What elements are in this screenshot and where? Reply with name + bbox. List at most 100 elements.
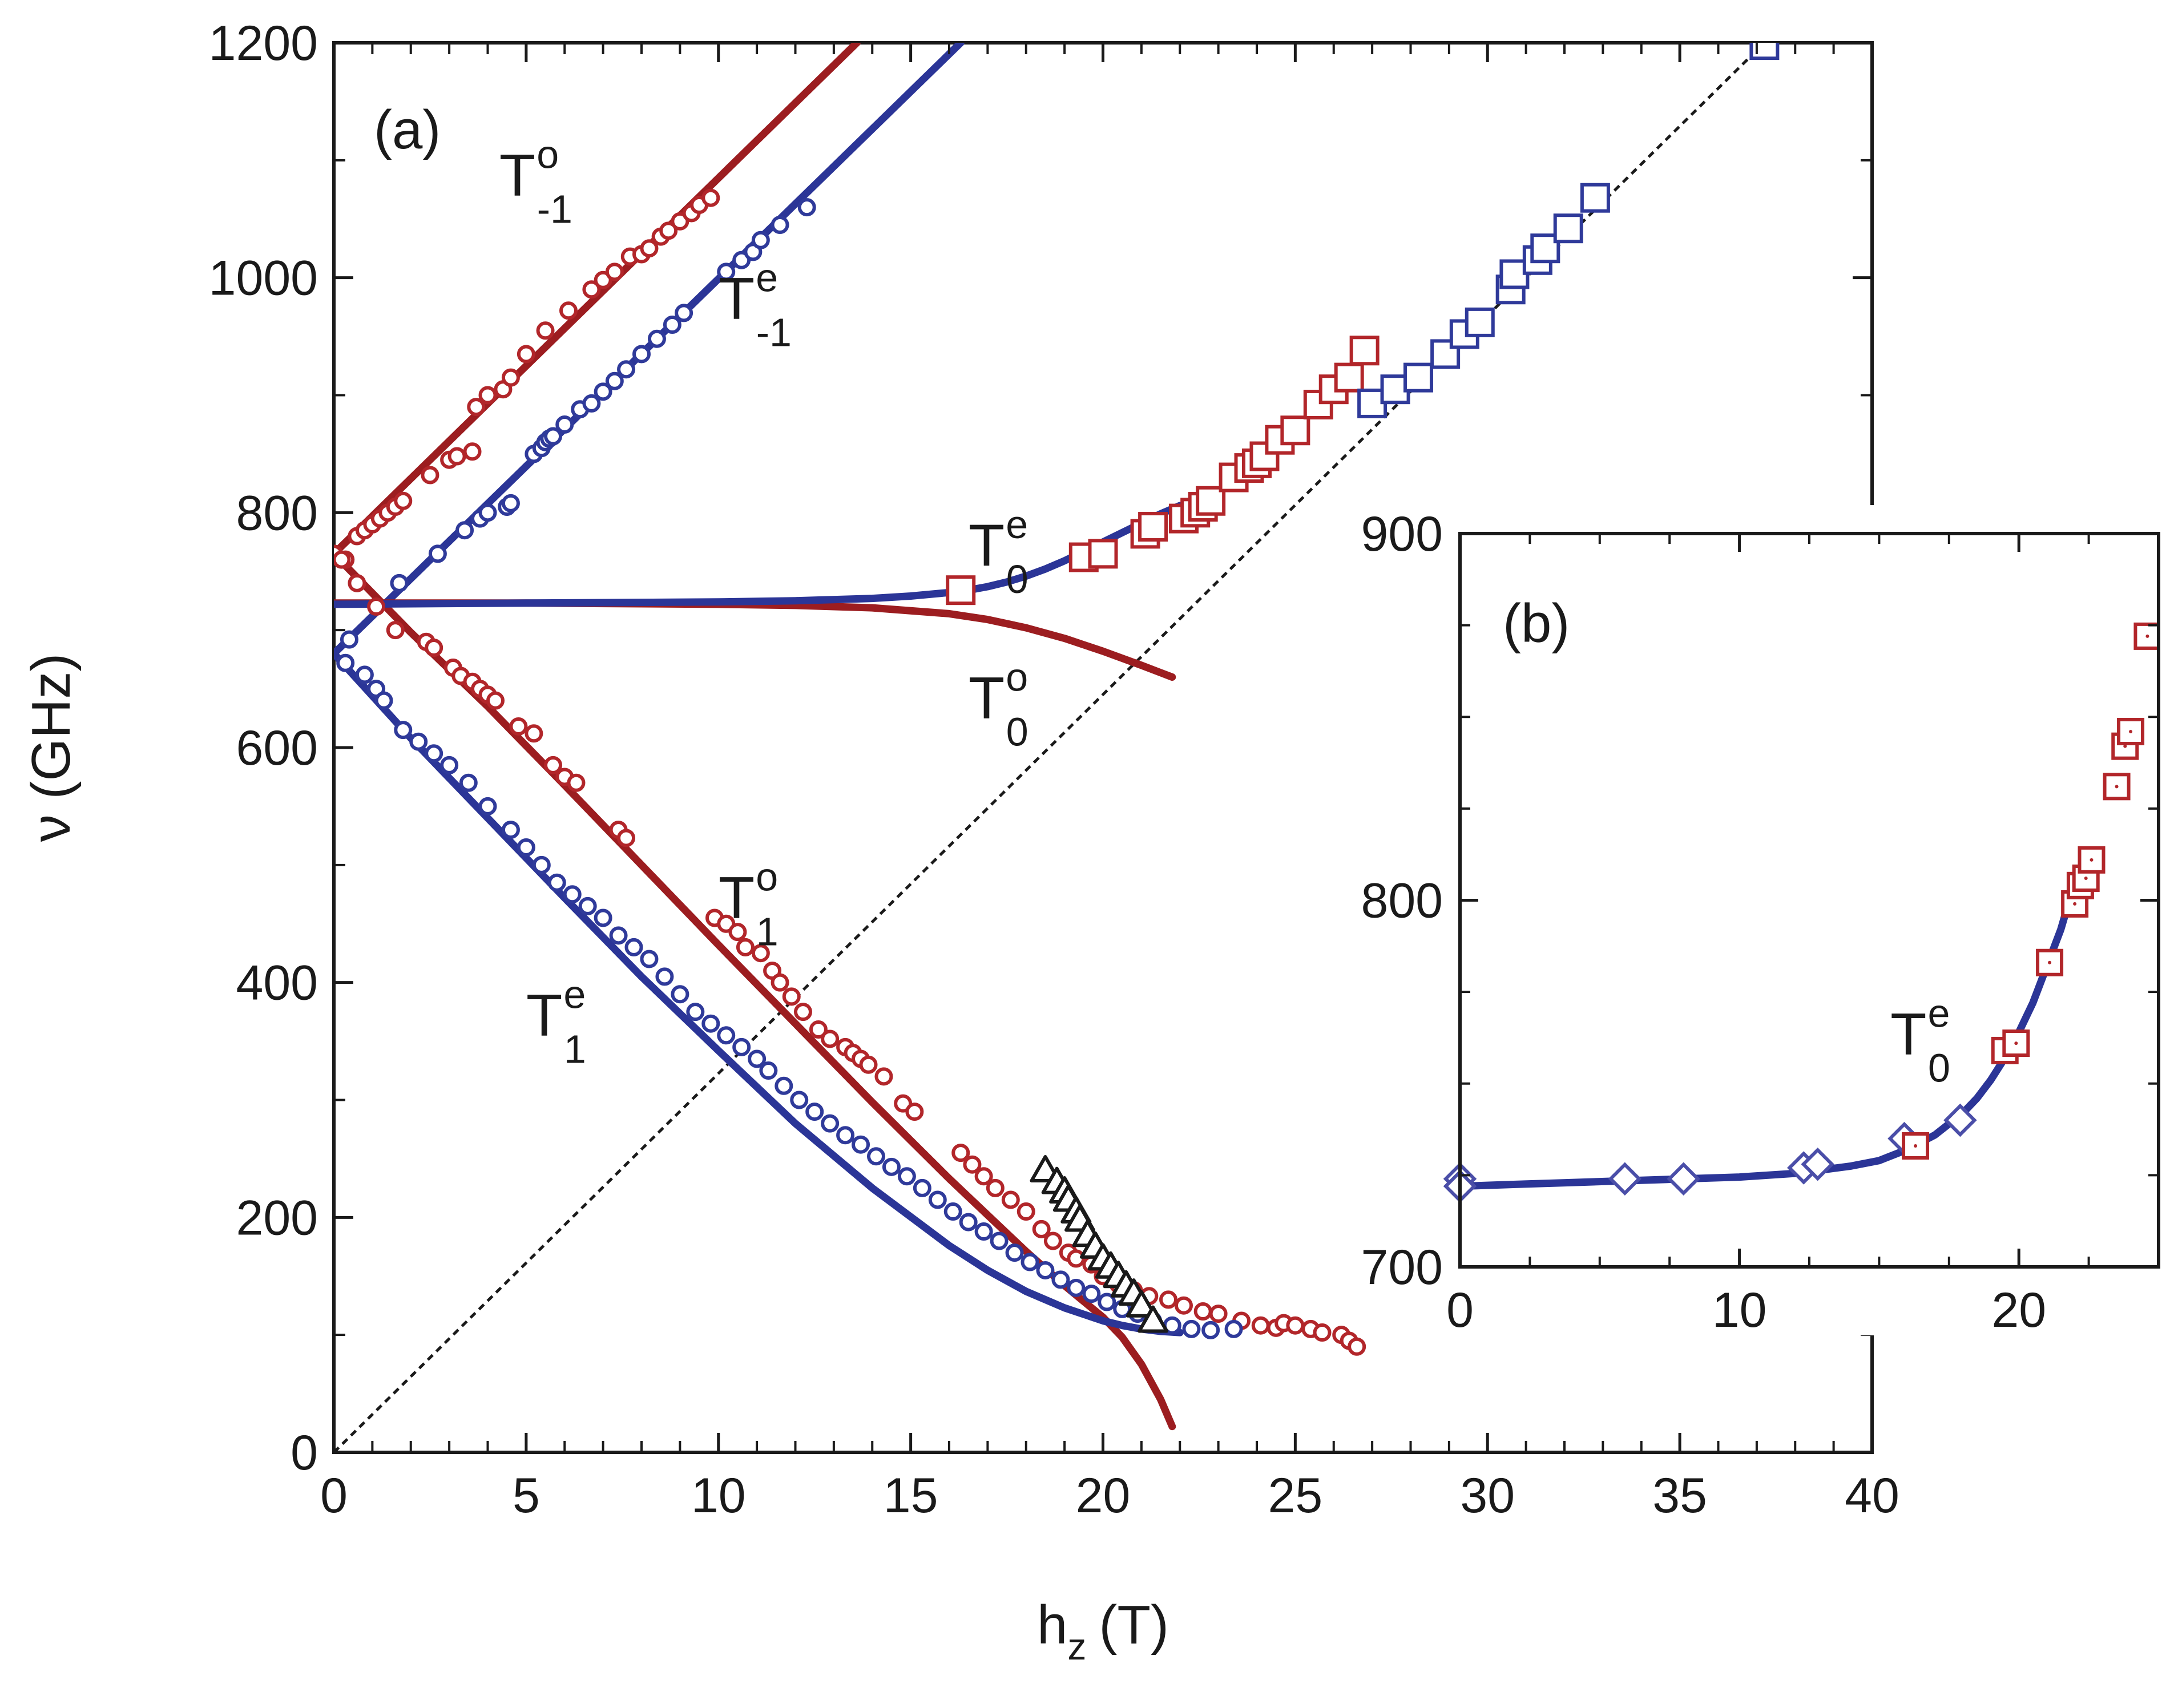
data-point-circle [501, 494, 520, 512]
data-point-square-dot [2048, 960, 2052, 964]
data-point-circle [974, 1222, 993, 1241]
data-point-square-dot [2090, 858, 2094, 862]
data-point-circle [334, 550, 351, 569]
y-tick-label: 800 [236, 486, 318, 540]
y-tick-label: 200 [236, 1190, 318, 1245]
data-point-square [1403, 362, 1433, 393]
curve-label-main: T [969, 512, 1005, 579]
curve-label-main: T [526, 982, 563, 1048]
data-point-square-dot [2123, 744, 2127, 748]
data-point-square-dot [2073, 902, 2077, 906]
data-point-circle [963, 1155, 982, 1174]
y-tick-label: 900 [1361, 507, 1443, 562]
data-point-circle [459, 773, 478, 792]
data-point-circle [1005, 1243, 1024, 1262]
x-axis-title-main: h [1037, 1594, 1067, 1655]
data-point-triangle [1126, 1290, 1157, 1318]
data-point-circle [1209, 1305, 1228, 1323]
data-point-circle [951, 1144, 970, 1162]
data-point-circle [1224, 1319, 1243, 1338]
data-point-circle [578, 897, 597, 915]
y-tick-label: 600 [236, 721, 318, 776]
data-point-square [2036, 948, 2064, 976]
data-point-circle [563, 885, 582, 904]
fit-line [334, 649, 1184, 1336]
curve-label-sub: -1 [756, 310, 792, 355]
data-point-circle [821, 1114, 840, 1133]
curve-label-main: T [719, 266, 755, 332]
y-tick-label: 400 [236, 956, 318, 1011]
data-point-circle [582, 394, 601, 413]
curve-label-sup: e [756, 256, 778, 300]
data-point-diamond [1667, 1162, 1700, 1196]
x-tick-label: 15 [884, 1468, 938, 1523]
data-point-circle [536, 321, 555, 340]
data-point-square [1465, 307, 1495, 337]
data-point-circle [859, 1055, 878, 1074]
data-point-square [946, 575, 976, 605]
data-point-circle [386, 621, 405, 640]
data-point-circle [1182, 1319, 1201, 1338]
data-point-circle [467, 398, 486, 417]
curve-label-sup: e [563, 972, 586, 1016]
data-point-circle [1098, 1293, 1116, 1311]
data-point-circle [986, 1178, 1005, 1197]
data-point-square-dot [2014, 1041, 2018, 1045]
data-point-circle [478, 503, 497, 522]
data-point-circle [1313, 1323, 1332, 1342]
data-point-square [1138, 512, 1168, 542]
data-point-circle [874, 1067, 893, 1086]
data-point-circle [928, 1190, 947, 1209]
data-point-circle [805, 1103, 824, 1121]
fit-line [334, 43, 861, 558]
data-point-circle [440, 756, 459, 774]
curve-label-sup: o [537, 132, 559, 177]
data-point-circle [367, 597, 386, 616]
x-axis-title: hz (T) [1037, 1594, 1169, 1667]
data-point-circle [771, 216, 789, 235]
data-point-circle [1001, 1190, 1020, 1209]
data-point-circle [447, 447, 466, 466]
curve-label-main: T [969, 665, 1005, 732]
data-point-square [1902, 1132, 1930, 1160]
x-tick-label: 20 [1076, 1468, 1131, 1523]
data-point-circle [1017, 1202, 1035, 1221]
x-tick-label: 35 [1652, 1468, 1707, 1523]
data-point-circle [394, 721, 413, 740]
data-point-circle [559, 301, 578, 320]
x-tick-label: 40 [1845, 1468, 1899, 1523]
curve-label: Te 0 [1890, 991, 1950, 1090]
x-tick-label: 30 [1460, 1468, 1515, 1523]
data-point-circle [340, 630, 358, 649]
data-point-square [2078, 846, 2106, 874]
data-point-circle [355, 665, 374, 684]
curve-label-sup: e [1006, 502, 1028, 547]
data-point-circle [374, 691, 393, 710]
curve-label-sup: o [756, 854, 778, 899]
data-point-diamond [1943, 1103, 1977, 1137]
curve-label-sub: -1 [537, 187, 572, 232]
data-point-circle [594, 382, 612, 401]
data-point-circle [609, 926, 628, 945]
data-point-circle [943, 1202, 962, 1221]
data-point-circle [1193, 1302, 1212, 1321]
data-point-circle [775, 1076, 793, 1095]
data-point-circle [1286, 1316, 1305, 1335]
curve-label-main: T [1890, 1001, 1927, 1067]
data-point-square [1280, 415, 1310, 446]
curve-label-sub: 1 [756, 909, 779, 954]
data-point-square [1088, 539, 1118, 569]
data-point-circle [913, 1178, 931, 1197]
data-point-circle [1174, 1296, 1193, 1315]
data-point-circle [617, 360, 636, 379]
data-point-circle [624, 938, 643, 956]
data-point-square [1749, 43, 1780, 60]
y-tick-label: 800 [1361, 874, 1443, 928]
curve-label-sub: 1 [564, 1027, 586, 1071]
x-tick-label: 0 [1446, 1283, 1474, 1338]
data-point-square-dot [2129, 729, 2133, 733]
data-point-circle [525, 724, 543, 743]
curve-label: Te -1 [719, 256, 792, 355]
